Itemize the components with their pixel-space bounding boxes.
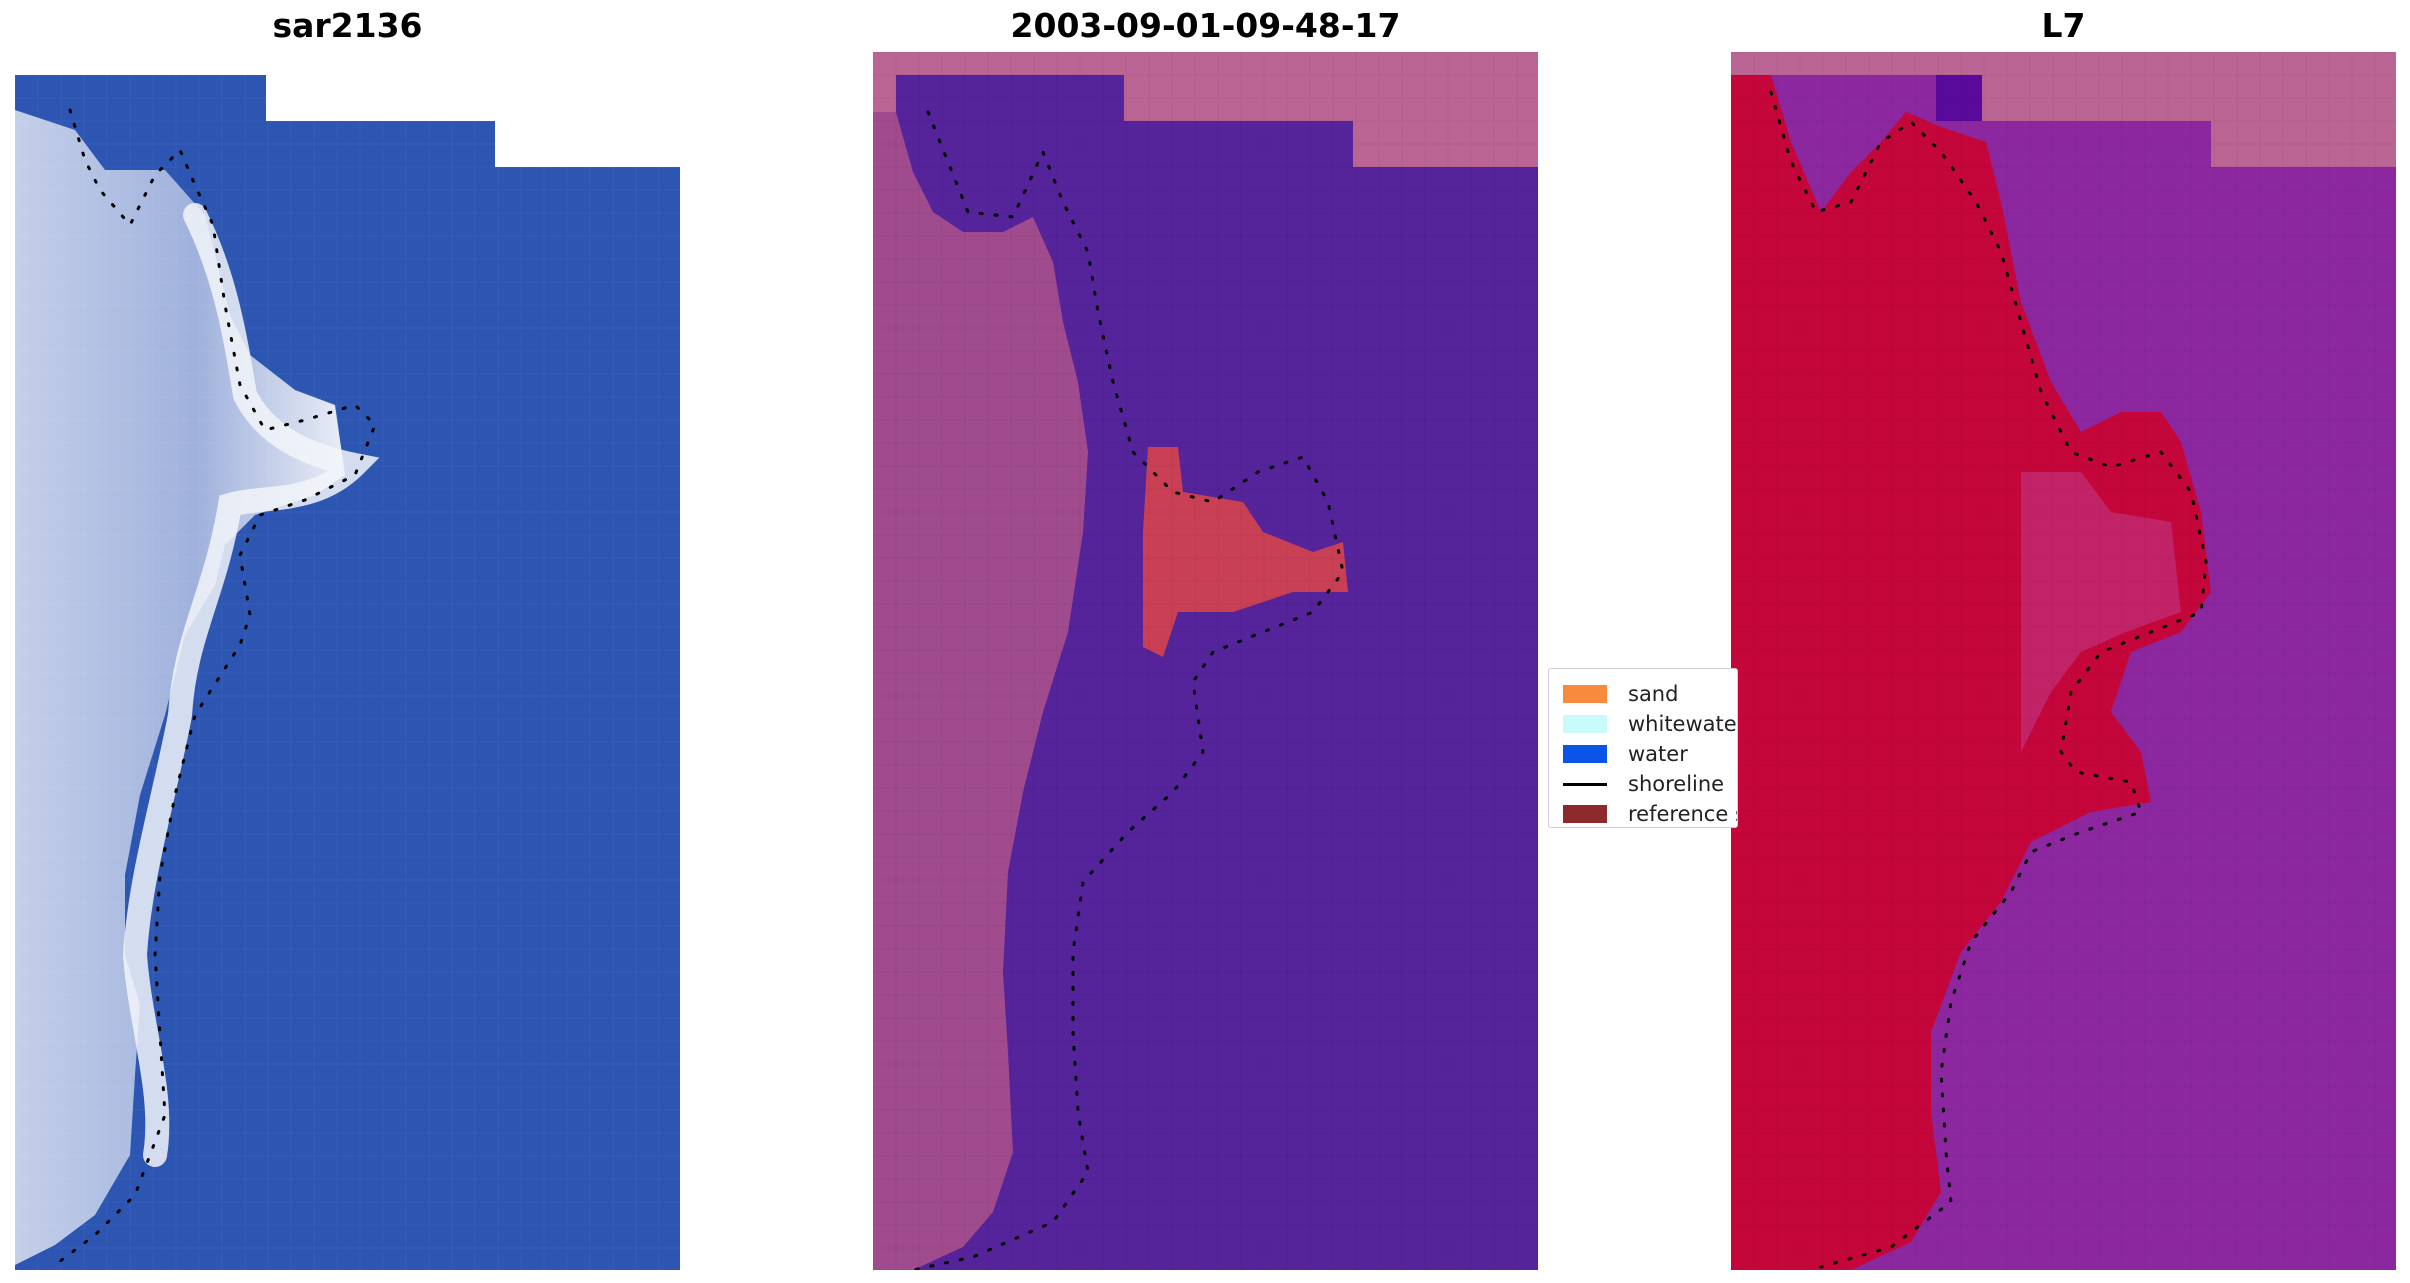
legend-label-sand: sand xyxy=(1628,682,1679,706)
legend-item-water: water xyxy=(1563,739,1737,769)
legend-line-shoreline xyxy=(1563,782,1607,786)
legend-label-water: water xyxy=(1628,742,1688,766)
shoreline xyxy=(911,110,1345,1270)
legend-item-whitewater: whitewater xyxy=(1563,709,1737,739)
classification-panel xyxy=(873,52,1538,1270)
panel-title-classification: 2003-09-01-09-48-17 xyxy=(1010,6,1401,45)
legend-label-reference: reference s xyxy=(1628,802,1738,826)
legend-label-whitewater: whitewater xyxy=(1628,712,1738,736)
panel-title-rgb: sar2136 xyxy=(272,6,423,45)
classified-image xyxy=(873,52,1538,1270)
index-image xyxy=(1731,52,2396,1270)
legend-swatch-sand xyxy=(1563,685,1607,703)
rgb-image xyxy=(15,75,680,1270)
shoreline xyxy=(53,108,377,1267)
legend-item-sand: sand xyxy=(1563,679,1737,709)
legend: sand whitewater water shoreline referenc… xyxy=(1548,668,1738,828)
legend-swatch-whitewater xyxy=(1563,715,1607,733)
legend-swatch-reference xyxy=(1563,805,1607,823)
legend-item-reference: reference s xyxy=(1563,799,1738,827)
rgb-image-panel xyxy=(15,75,680,1270)
legend-swatch-water xyxy=(1563,745,1607,763)
panel-title-index: L7 xyxy=(2041,6,2086,45)
legend-label-shoreline: shoreline xyxy=(1628,772,1725,796)
legend-item-shoreline: shoreline xyxy=(1563,769,1737,799)
index-panel xyxy=(1731,52,2396,1270)
